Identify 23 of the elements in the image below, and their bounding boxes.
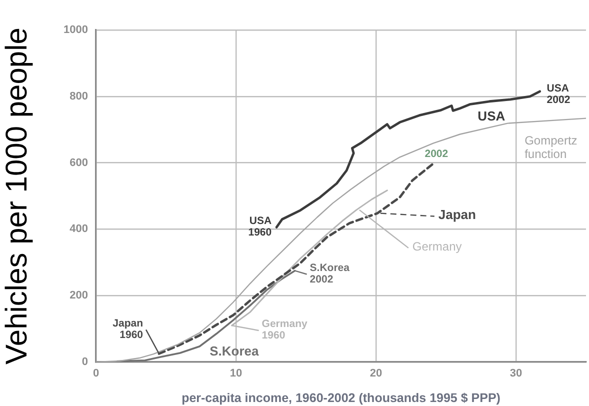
x-tick-label: 30 bbox=[510, 368, 522, 380]
y-tick-label: 600 bbox=[70, 156, 88, 169]
annotation: Germany 1960 bbox=[262, 318, 308, 342]
series-label: S.Korea bbox=[210, 343, 260, 358]
y-tick-label: 1000 bbox=[64, 24, 88, 36]
annotation: Japan 1960 bbox=[112, 317, 144, 341]
annotation: S.Korea 2002 bbox=[310, 262, 350, 286]
x-tick-label: 0 bbox=[92, 368, 100, 380]
y-tick-label: 400 bbox=[70, 223, 88, 236]
y-tick-label: 200 bbox=[70, 290, 88, 302]
x-tick-label: 10 bbox=[230, 368, 242, 380]
text: Germany bbox=[412, 240, 462, 254]
annotation: 2002 bbox=[424, 148, 448, 160]
series-label: USA bbox=[478, 108, 506, 124]
x-axis-title: per-capita income, 1960-2002 (thousands 1995 $ PPP) bbox=[182, 390, 500, 405]
annotation: USA 2002 bbox=[546, 82, 570, 106]
y-tick-label: 0 bbox=[82, 356, 88, 368]
x-tick-label: 20 bbox=[370, 368, 382, 380]
legend-label: Japan bbox=[438, 207, 476, 222]
annotation: USA 1960 bbox=[248, 214, 272, 238]
y-axis-title: Vehicles per 1000 people bbox=[0, 28, 34, 364]
y-tick-label: 800 bbox=[70, 90, 88, 102]
series-label: Gompertz function bbox=[524, 134, 578, 161]
